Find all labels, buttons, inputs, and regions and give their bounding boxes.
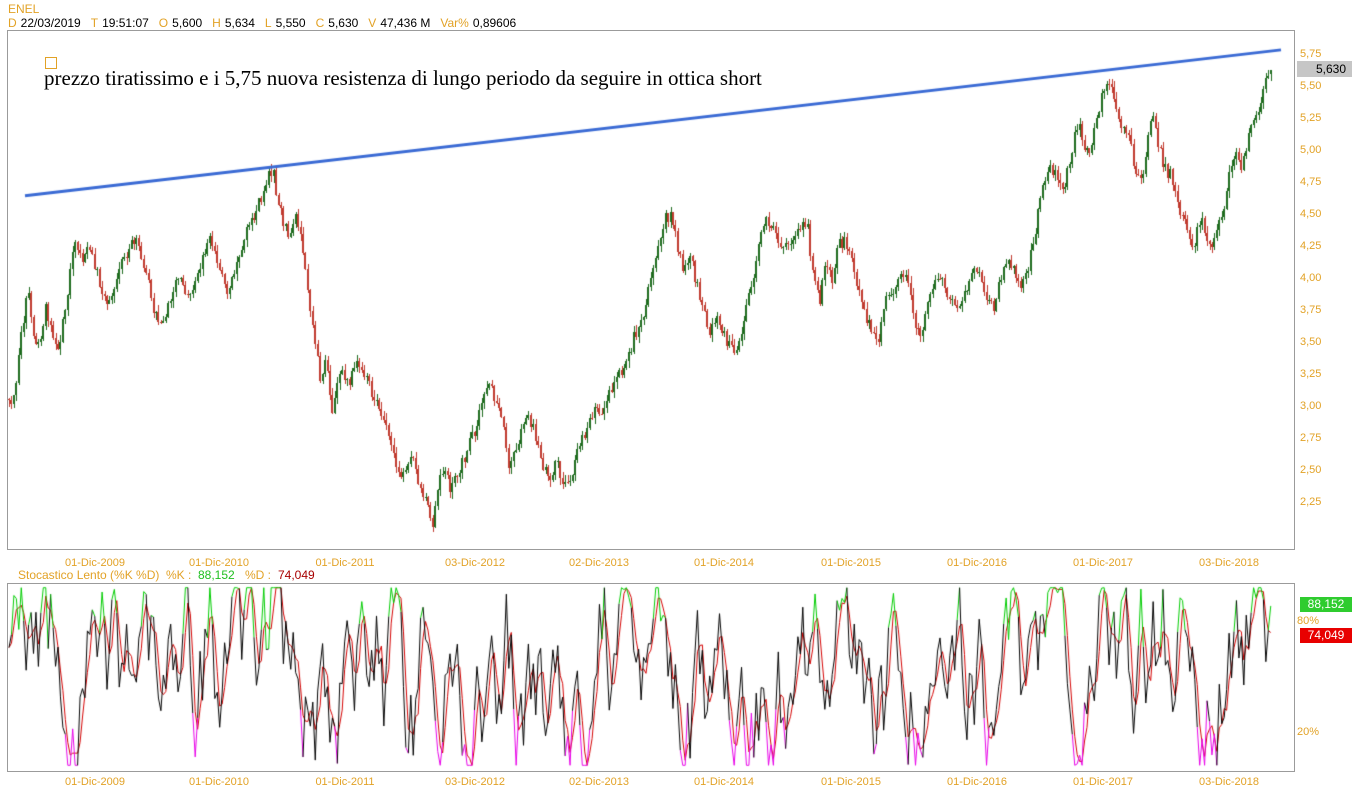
date-tick-label: 01-Dic-2014 <box>694 776 754 788</box>
header-field-label: C <box>315 16 325 30</box>
stochastic-canvas[interactable] <box>8 584 1294 771</box>
date-tick-label: 01-Dic-2009 <box>65 776 125 788</box>
date-tick-label: 01-Dic-2010 <box>189 557 249 569</box>
header-field-label: O <box>158 16 169 30</box>
header-field-value: 22/03/2019 <box>20 16 81 30</box>
date-tick-label: 03-Dic-2018 <box>1199 557 1259 569</box>
header-field-value: 5,634 <box>224 16 255 30</box>
date-tick-label: 01-Dic-2016 <box>947 776 1007 788</box>
date-tick-label: 01-Dic-2015 <box>821 557 881 569</box>
stochastic-k-badge: 88,152 <box>1300 597 1352 612</box>
date-tick-label: 01-Dic-2016 <box>947 557 1007 569</box>
annotation-anchor-square[interactable] <box>45 57 57 69</box>
price-axis-label: 4,00 <box>1300 272 1322 284</box>
ohlc-header: D 22/03/2019 T 19:51:07 O 5,600 H 5,634 L 5,550 C 5… <box>8 16 526 30</box>
header-field-value: 5,600 <box>172 16 203 30</box>
date-tick-label: 02-Dic-2013 <box>569 557 629 569</box>
stochastic-d-value: 74,049 <box>278 568 315 582</box>
date-tick-label: 01-Dic-2017 <box>1073 557 1133 569</box>
stochastic-lower-band-label: 20% <box>1297 726 1320 738</box>
header-field-value: 47,436 M <box>380 16 431 30</box>
date-tick-label: 01-Dic-2010 <box>189 776 249 788</box>
stochastic-upper-band-label: 80% <box>1297 615 1320 627</box>
last-price-badge: 5,630 <box>1297 61 1352 77</box>
price-chart-panel <box>7 30 1295 550</box>
price-axis-label: 2,50 <box>1300 464 1322 476</box>
date-tick-label: 03-Dic-2012 <box>445 557 505 569</box>
date-tick-label: 01-Dic-2009 <box>65 557 125 569</box>
header-field-value: 5,630 <box>328 16 359 30</box>
annotation-text[interactable]: prezzo tiratissimo e i 5,75 nuova resist… <box>44 66 762 90</box>
price-axis-label: 3,25 <box>1300 368 1322 380</box>
stochastic-d-badge: 74,049 <box>1300 628 1352 643</box>
price-axis-label: 4,50 <box>1300 208 1322 220</box>
date-tick-label: 03-Dic-2012 <box>445 776 505 788</box>
price-axis-label: 5,75 <box>1300 48 1322 60</box>
header-field-label: T <box>90 16 99 30</box>
stochastic-d-label: %D : <box>245 568 272 582</box>
stochastic-k-value: 88,152 <box>198 568 235 582</box>
stochastic-k-label: %K : <box>166 568 192 582</box>
date-tick-label: 01-Dic-2015 <box>821 776 881 788</box>
date-tick-label: 01-Dic-2011 <box>315 557 375 569</box>
price-axis-label: 4,75 <box>1300 176 1322 188</box>
header-field-value: 19:51:07 <box>102 16 149 30</box>
price-axis-label: 5,00 <box>1300 144 1322 156</box>
stochastic-panel <box>7 583 1295 772</box>
price-axis-label: 5,25 <box>1300 112 1322 124</box>
stochastic-title: Stocastico Lento (%K %D) <box>18 568 160 582</box>
date-tick-label: 01-Dic-2011 <box>315 776 375 788</box>
price-axis-label: 3,00 <box>1300 400 1322 412</box>
price-axis-label: 3,75 <box>1300 304 1322 316</box>
price-axis-label: 2,75 <box>1300 432 1322 444</box>
price-axis-label: 5,50 <box>1300 80 1322 92</box>
header-field-label: L <box>264 16 272 30</box>
header-field-label: V <box>368 16 377 30</box>
header-field-label: Var% <box>440 16 469 30</box>
header-field-value: 0,89606 <box>472 16 517 30</box>
price-axis-label: 2,25 <box>1300 496 1322 508</box>
header-field-label: H <box>212 16 221 30</box>
date-tick-label: 01-Dic-2014 <box>694 557 754 569</box>
price-axis-label: 3,50 <box>1300 336 1322 348</box>
symbol-title: ENEL <box>8 2 40 16</box>
header-field-label: D <box>8 16 17 30</box>
date-tick-label: 03-Dic-2018 <box>1199 776 1259 788</box>
header-field-value: 5,550 <box>275 16 306 30</box>
date-tick-label: 01-Dic-2017 <box>1073 776 1133 788</box>
price-chart-canvas[interactable] <box>8 31 1294 549</box>
date-tick-label: 02-Dic-2013 <box>569 776 629 788</box>
price-axis-label: 4,25 <box>1300 240 1322 252</box>
